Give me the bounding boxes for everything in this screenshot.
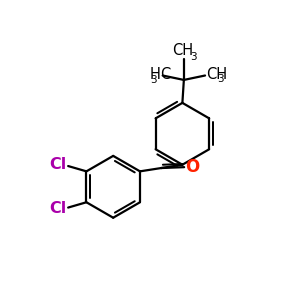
Text: Cl: Cl (50, 201, 67, 216)
Text: 3: 3 (218, 74, 224, 84)
Text: H: H (149, 68, 160, 82)
Text: C: C (160, 68, 171, 82)
Text: CH: CH (172, 43, 193, 58)
Text: CH: CH (206, 68, 228, 82)
Text: O: O (186, 158, 200, 176)
Text: 3: 3 (190, 52, 197, 62)
Text: 3: 3 (150, 75, 157, 85)
Text: Cl: Cl (50, 158, 67, 172)
